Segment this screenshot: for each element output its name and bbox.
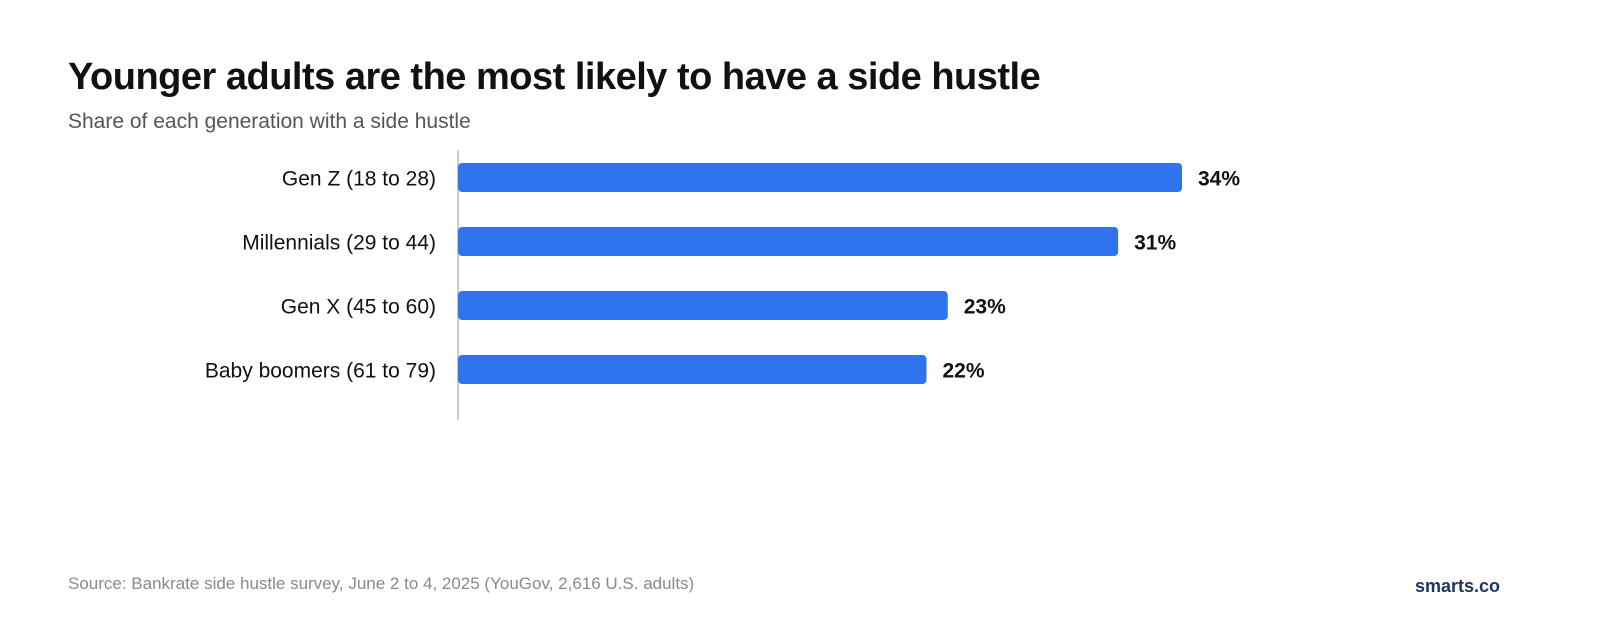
bar[interactable] bbox=[458, 291, 948, 320]
category-label: Gen Z (18 to 28) bbox=[282, 168, 436, 191]
bar[interactable] bbox=[458, 227, 1119, 256]
bar[interactable] bbox=[458, 163, 1182, 192]
brand-logo-text[interactable]: smarts.co bbox=[1414, 576, 1500, 596]
category-label: Millennials (29 to 44) bbox=[242, 232, 436, 255]
value-label: 23% bbox=[964, 296, 1006, 319]
value-label: 34% bbox=[1198, 168, 1240, 191]
chart-title: Younger adults are the most likely to ha… bbox=[68, 56, 1041, 98]
category-label: Gen X (45 to 60) bbox=[281, 296, 436, 319]
source-note: Source: Bankrate side hustle survey, Jun… bbox=[68, 574, 695, 593]
value-label: 22% bbox=[942, 360, 984, 383]
value-label: 31% bbox=[1134, 232, 1176, 255]
category-label: Baby boomers (61 to 79) bbox=[205, 360, 436, 383]
bar[interactable] bbox=[458, 355, 927, 384]
chart-subtitle: Share of each generation with a side hus… bbox=[68, 110, 471, 133]
